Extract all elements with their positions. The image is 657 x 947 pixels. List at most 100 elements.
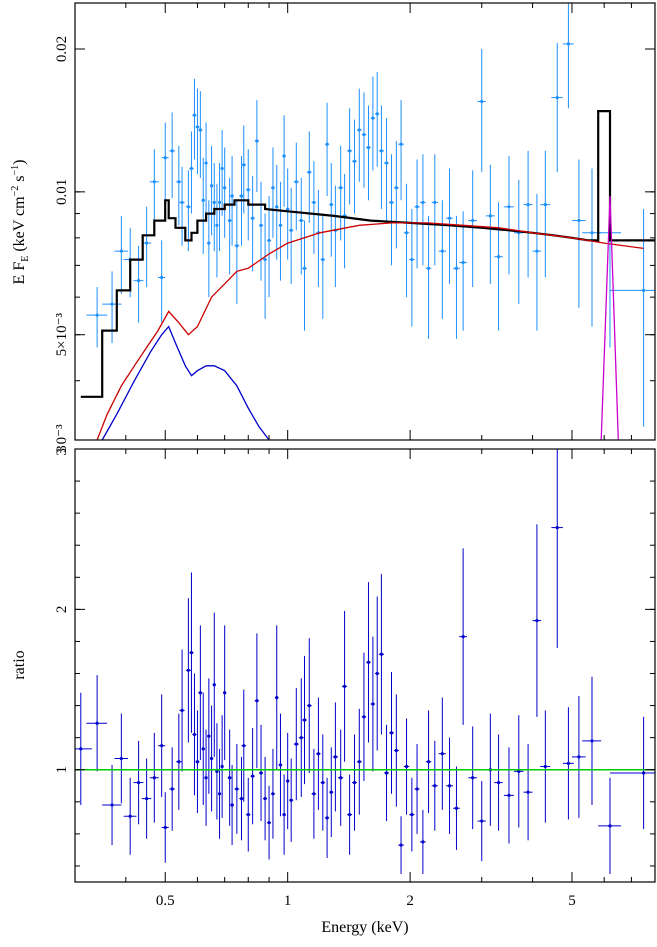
- spectrum-point-marker: [471, 218, 475, 223]
- spectrum-point-marker: [207, 241, 211, 245]
- ratio-point-marker: [267, 821, 271, 825]
- ratio-data-point: [207, 678, 211, 794]
- ratio-point-marker: [128, 814, 132, 818]
- ratio-point-marker: [160, 744, 164, 748]
- ratio-data-point: [209, 705, 214, 812]
- ylabel-main: E F: [11, 262, 28, 285]
- spectrum-point-marker: [204, 161, 208, 165]
- spectrum-point-marker: [170, 149, 174, 153]
- spectrum-data-point: [250, 175, 255, 272]
- spectrum-data-point: [361, 92, 367, 188]
- ratio-point-marker: [212, 683, 216, 687]
- spectrum-data-point: [209, 145, 214, 236]
- spectrum-data-point: [438, 200, 446, 319]
- ratio-data-point: [271, 748, 275, 839]
- ratio-data-point: [562, 707, 574, 820]
- spectrum-data-point: [453, 215, 460, 339]
- ratio-point-marker: [566, 761, 571, 765]
- ratio-data-point: [370, 636, 376, 772]
- ratio-point-marker: [421, 840, 425, 844]
- spectrum-data-point: [195, 88, 200, 175]
- ratio-data-point: [189, 572, 194, 733]
- spectrum-data-point: [302, 220, 307, 331]
- ratio-data-point: [267, 785, 272, 860]
- spectrum-data-point: [532, 193, 542, 331]
- ratio-point-marker: [255, 699, 259, 703]
- ratio-point-marker: [316, 752, 321, 756]
- spectrum-point-marker: [410, 257, 414, 262]
- ratio-data-point: [341, 610, 348, 762]
- ratio-data-point: [298, 678, 304, 798]
- spectrum-point-marker: [488, 214, 492, 218]
- ratio-point-marker: [242, 744, 246, 748]
- ratio-point-marker: [433, 784, 437, 788]
- ratio-point-marker: [375, 671, 379, 676]
- spectrum-data-point: [352, 119, 357, 214]
- spectrum-data-point: [383, 118, 390, 221]
- spectrum-data-point: [347, 108, 353, 205]
- spectrum-point-marker: [426, 266, 431, 270]
- ratio-point-marker: [312, 792, 316, 796]
- spectrum-point-marker: [180, 200, 184, 205]
- ylabel-exp1: −2: [10, 186, 21, 197]
- ratio-point-marker: [389, 731, 394, 735]
- ratio-data-point: [532, 524, 542, 717]
- spectrum-axes: 3 0⁻³ 5×10⁻³ 0.01 0.02: [54, 3, 656, 456]
- ratio-data-point: [220, 715, 224, 818]
- ratio-point-marker: [259, 771, 263, 775]
- spectrum-data-point: [293, 142, 299, 231]
- spectrum-point-marker: [555, 95, 559, 100]
- spectrum-point-marker: [461, 260, 465, 265]
- spectrum-point-marker: [278, 223, 283, 227]
- ratio-point-marker: [239, 797, 244, 801]
- ratio-data-point: [75, 692, 92, 806]
- spectrum-point-marker: [217, 200, 222, 205]
- ratio-point-marker: [410, 813, 414, 817]
- spectrum-point-marker: [136, 279, 141, 283]
- spectrum-point-marker: [192, 113, 197, 117]
- ratio-point-marker: [517, 769, 521, 773]
- spectrum-data-point: [278, 181, 283, 281]
- ratio-data-point: [383, 724, 390, 822]
- spectrum-data-point: [234, 200, 240, 305]
- spectrum-data-point: [375, 71, 380, 167]
- spectrum-data-point: [329, 163, 334, 257]
- spectrum-data-point: [316, 189, 321, 288]
- spectrum-point-marker: [433, 200, 437, 205]
- ratio-point-marker: [302, 718, 307, 722]
- spectrum-point-marker: [259, 223, 263, 227]
- spectrum-y-tick-label: 5×10⁻³: [54, 313, 70, 357]
- ratio-point-marker: [608, 824, 612, 828]
- ratio-data-point: [239, 756, 244, 841]
- spectrum-data-point: [409, 209, 415, 327]
- ratio-point-marker: [163, 825, 167, 830]
- spectrum-data-point: [161, 122, 169, 201]
- spectrum-point-marker: [389, 200, 394, 205]
- ratio-point-marker: [136, 780, 141, 785]
- spectrum-data-point: [562, 3, 574, 109]
- spectrum-data-point: [185, 170, 191, 252]
- spectrum-point-marker: [526, 203, 530, 207]
- ratio-point-marker: [217, 792, 222, 796]
- spectrum-point-marker: [209, 184, 214, 188]
- spectrum-data-point: [311, 161, 317, 254]
- ratio-point-marker: [79, 747, 83, 751]
- spectrum-data-point: [389, 154, 394, 266]
- spectrum-point-marker: [352, 159, 357, 163]
- spectrum-point-marker: [404, 231, 409, 235]
- spectrum-point-marker: [119, 249, 123, 253]
- ylabel-unit-open: (keV cm: [11, 196, 28, 256]
- ylabel-close: ): [11, 160, 28, 165]
- spectrum-point-marker: [535, 249, 539, 253]
- spectrum-point-marker: [312, 200, 316, 205]
- spectrum-point-marker: [415, 205, 419, 209]
- ratio-data-point: [609, 716, 655, 830]
- ratio-data-point: [230, 764, 235, 846]
- ratio-point-marker: [352, 780, 357, 785]
- spectrum-frame: [74, 2, 656, 441]
- ratio-data-point: [223, 625, 227, 761]
- ratio-y-tick-label: 1: [54, 766, 70, 774]
- spectrum-point-marker: [329, 203, 333, 207]
- spectrum-point-marker: [421, 200, 425, 205]
- ratio-data-point: [158, 694, 166, 798]
